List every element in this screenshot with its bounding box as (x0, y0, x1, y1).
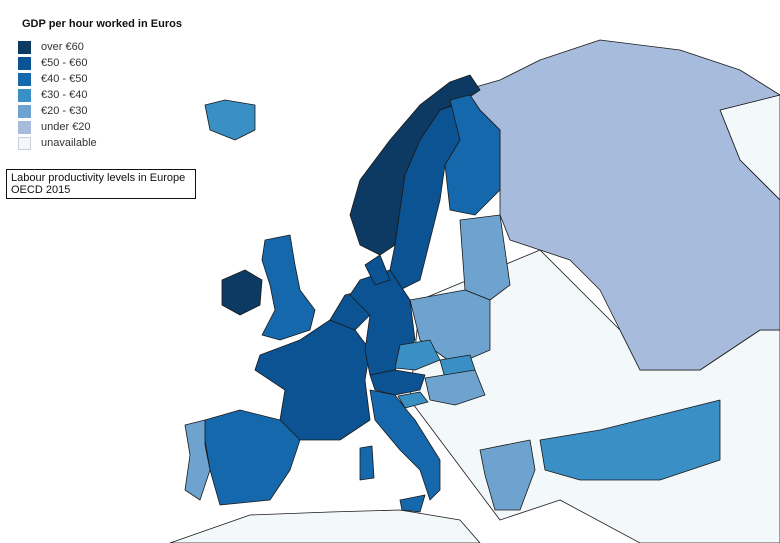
legend-item-over-60: over €60 (18, 39, 182, 55)
legend-item-40-50: €40 - €50 (18, 71, 182, 87)
legend-label: over €60 (41, 41, 84, 53)
region-portugal (184, 419, 211, 501)
region-finland (444, 94, 501, 216)
legend-swatch (18, 40, 31, 54)
legend-swatch (18, 72, 31, 86)
map-caption: Labour productivity levels in Europe OEC… (6, 169, 196, 199)
caption-line-1: Labour productivity levels in Europe (11, 172, 186, 184)
region-sardinia (359, 445, 375, 481)
region-italy (369, 389, 441, 501)
legend-item-unavailable: unavailable (18, 135, 182, 151)
region-spain (204, 409, 301, 506)
legend-label: €50 - €60 (41, 57, 88, 69)
legend: GDP per hour worked in Euros over €60 €5… (10, 18, 182, 151)
legend-label: unavailable (41, 137, 97, 149)
legend-swatch (18, 136, 31, 150)
legend-swatch (18, 88, 31, 102)
region-ireland (221, 269, 263, 316)
region-iceland (204, 99, 256, 141)
region-sicily (399, 494, 426, 513)
legend-swatch (18, 120, 31, 134)
region-hungary (424, 369, 486, 406)
legend-label: €20 - €30 (41, 105, 88, 117)
legend-item-50-60: €50 - €60 (18, 55, 182, 71)
region-united-kingdom (261, 234, 316, 341)
region-baltics (459, 214, 511, 301)
region-turkey (539, 399, 721, 481)
region-russia (464, 39, 780, 371)
legend-label: €30 - €40 (41, 89, 88, 101)
legend-item-20-30: €20 - €30 (18, 103, 182, 119)
legend-item-under-20: under €20 (18, 119, 182, 135)
legend-label: under €20 (41, 121, 91, 133)
legend-swatch (18, 104, 31, 118)
region-austria (369, 369, 426, 396)
region-denmark (364, 254, 391, 286)
legend-title: GDP per hour worked in Euros (22, 18, 182, 30)
legend-item-30-40: €30 - €40 (18, 87, 182, 103)
region-slovenia (397, 391, 429, 409)
legend-swatch (18, 56, 31, 70)
region-unavailable-africa (169, 509, 481, 543)
region-greece (479, 439, 536, 511)
region-czech-republic (394, 339, 441, 371)
legend-label: €40 - €50 (41, 73, 88, 85)
caption-line-2: OECD 2015 (11, 184, 71, 196)
